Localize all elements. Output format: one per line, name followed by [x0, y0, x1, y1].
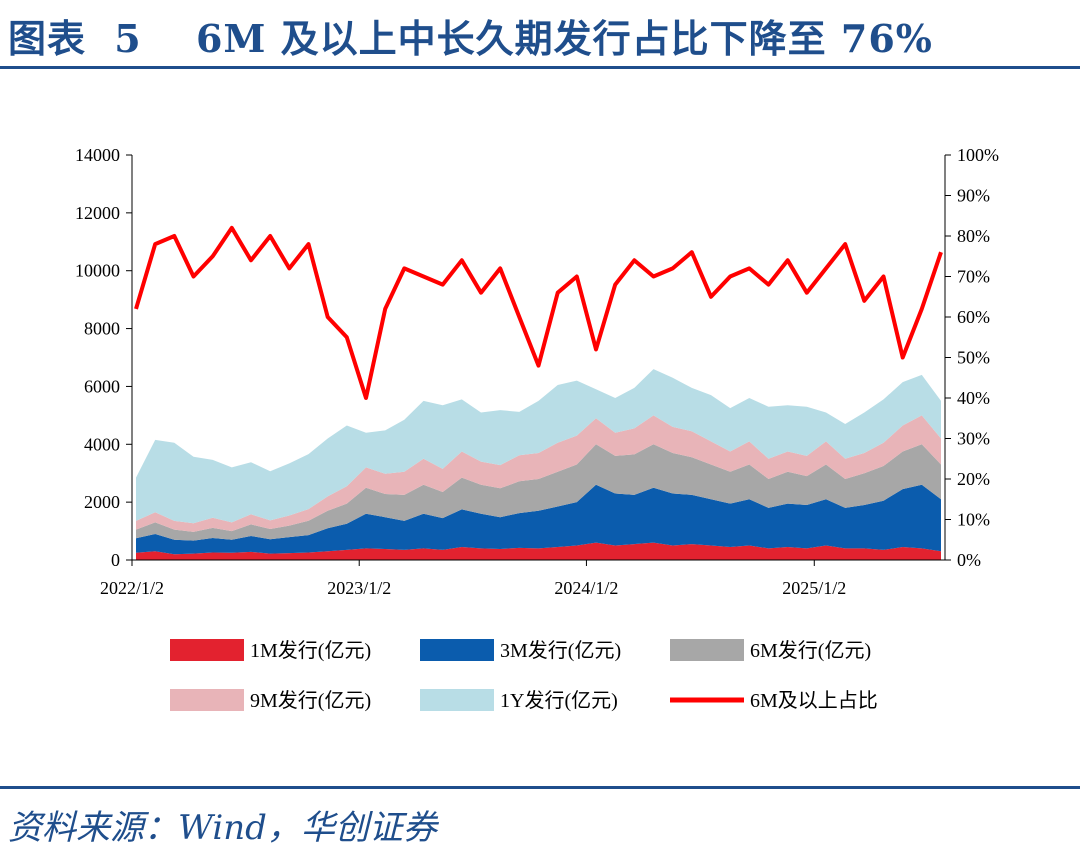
legend-swatch	[170, 689, 244, 711]
legend-label: 1M发行(亿元)	[250, 639, 371, 662]
x-tick-label: 2023/1/2	[327, 578, 391, 598]
right-tick-label: 70%	[957, 267, 990, 287]
legend-label: 6M及以上占比	[750, 689, 878, 712]
footer-divider	[0, 786, 1080, 789]
left-tick-label: 8000	[84, 319, 120, 339]
left-tick-label: 14000	[75, 145, 120, 165]
area-series-1m	[136, 542, 941, 560]
legend-label: 9M发行(亿元)	[250, 689, 371, 712]
axes-layer: 0 2000 4000 6000 8000 10000 12000 14000 0% 10% 20%…	[75, 145, 999, 598]
left-tick-label: 2000	[84, 492, 120, 512]
legend-layer: 1M发行(亿元) 3M发行(亿元) 6M发行(亿元) 9M发行(亿元) 1Y发行(亿元)…	[170, 639, 878, 712]
right-tick-label: 50%	[957, 348, 990, 368]
chart-area: 0 2000 4000 6000 8000 10000 12000 14000 0% 10% 20%…	[75, 145, 999, 712]
right-tick-label: 20%	[957, 469, 990, 489]
right-tick-label: 60%	[957, 307, 990, 327]
x-tick-label: 2024/1/2	[554, 578, 618, 598]
figure-title-text: 6M 及以上中长久期发行占比下降至 76%	[195, 16, 933, 61]
area-series-9m	[136, 415, 941, 532]
right-tick-label: 0%	[957, 550, 981, 570]
area-series-3m	[136, 484, 941, 555]
ratio-line-6m-plus	[134, 225, 943, 400]
x-tick-label: 2025/1/2	[782, 578, 846, 598]
legend-swatch	[420, 689, 494, 711]
right-tick-label: 10%	[957, 510, 990, 530]
legend-label: 6M发行(亿元)	[750, 639, 871, 662]
legend-swatch	[170, 639, 244, 661]
legend-label: 1Y发行(亿元)	[500, 689, 618, 712]
left-tick-label: 10000	[75, 261, 120, 281]
area-series-1y	[136, 369, 941, 524]
title-divider	[0, 66, 1080, 69]
figure-number: 5	[114, 16, 142, 61]
left-tick-label: 4000	[84, 434, 120, 454]
left-tick-label: 0	[111, 550, 120, 570]
stacked-area-layer	[136, 369, 941, 560]
legend-swatch	[670, 639, 744, 661]
right-tick-label: 100%	[957, 145, 999, 165]
left-tick-label: 6000	[84, 376, 120, 396]
legend-label: 3M发行(亿元)	[500, 639, 621, 662]
right-tick-label: 90%	[957, 186, 990, 206]
right-tick-label: 30%	[957, 429, 990, 449]
right-tick-label: 80%	[957, 226, 990, 246]
left-tick-label: 12000	[75, 203, 120, 223]
figure-label: 图表	[8, 16, 87, 61]
figure-title: 图表 5 6M 及以上中长久期发行占比下降至 76%	[8, 8, 933, 63]
ratio-line-layer	[134, 225, 943, 400]
area-series-6m	[136, 444, 941, 541]
source-note: 资料来源：Wind，华创证券	[8, 808, 437, 848]
legend-swatch	[420, 639, 494, 661]
right-tick-label: 40%	[957, 388, 990, 408]
x-tick-label: 2022/1/2	[100, 578, 164, 598]
